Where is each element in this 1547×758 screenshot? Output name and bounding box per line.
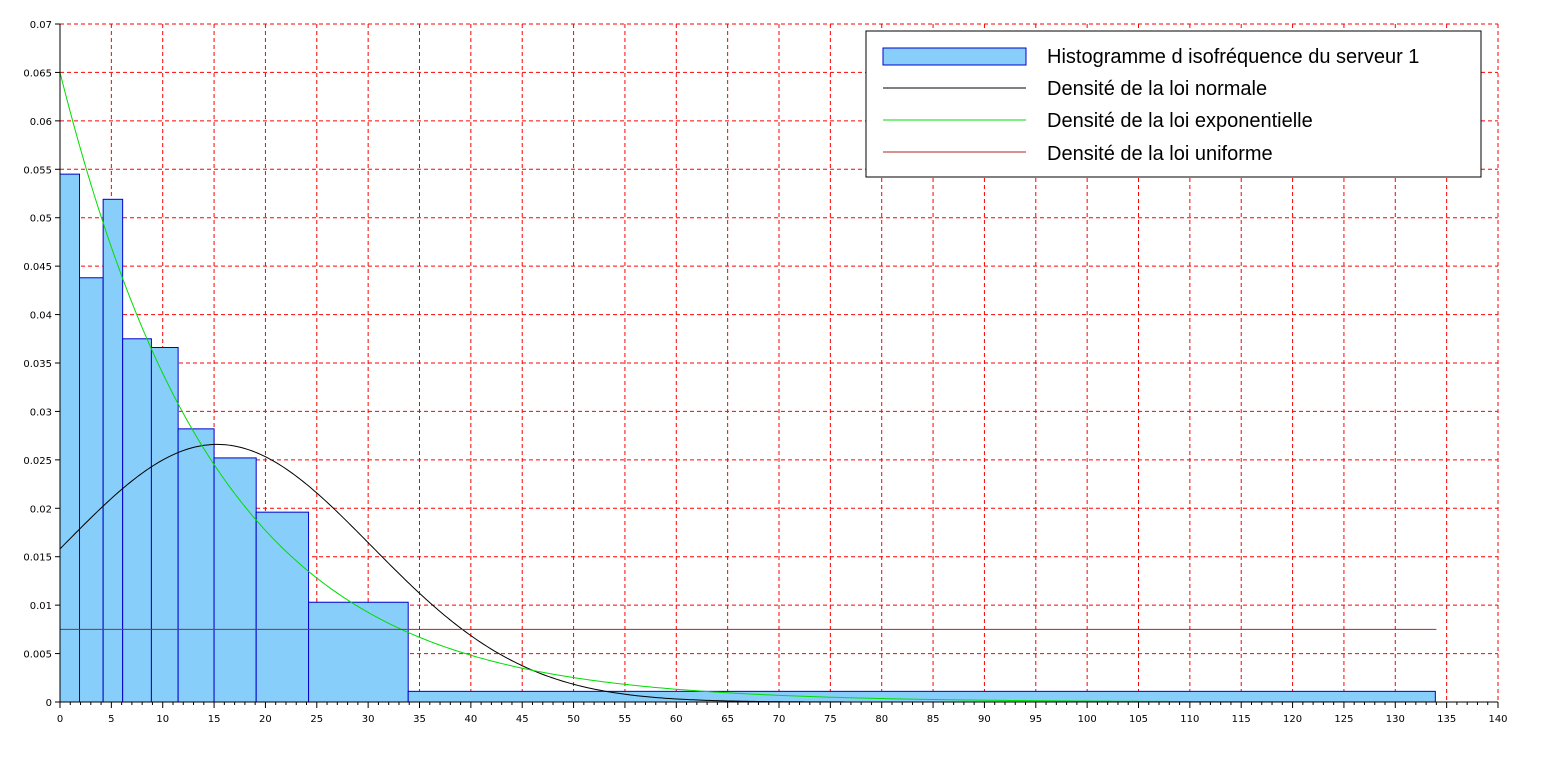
histogram-bar [150, 347, 179, 703]
x-tick-label: 20 [259, 714, 272, 725]
histogram-bar [59, 173, 81, 703]
x-tick-label: 125 [1334, 714, 1353, 725]
y-tick-label: 0.01 [30, 601, 52, 612]
x-tick-label: 15 [208, 714, 221, 725]
y-tick-label: 0.025 [23, 456, 52, 467]
y-tick-label: 0.02 [30, 504, 52, 515]
x-tick-label: 55 [619, 714, 632, 725]
x-tick-label: 45 [516, 714, 529, 725]
y-tick-label: 0.055 [23, 165, 52, 176]
x-tick-label: 30 [362, 714, 375, 725]
legend: Histogramme d isofréquence du serveur 1 … [865, 30, 1482, 178]
y-tick-label: 0.065 [23, 68, 52, 79]
x-tick-label: 90 [978, 714, 991, 725]
x-tick-label: 50 [567, 714, 580, 725]
legend-label-exponential: Densité de la loi exponentielle [1047, 110, 1313, 132]
histogram-bar [213, 457, 257, 703]
x-tick-label: 0 [57, 714, 63, 725]
y-tick-label: 0.07 [30, 20, 52, 31]
histogram-bar [255, 511, 310, 703]
x-tick-label: 65 [721, 714, 734, 725]
histogram-bars [59, 173, 1436, 703]
x-tick-label: 140 [1488, 714, 1507, 725]
x-tick-label: 135 [1437, 714, 1456, 725]
x-tick-label: 95 [1029, 714, 1042, 725]
y-tick-label: 0.005 [23, 650, 52, 661]
histogram-bar [79, 277, 104, 703]
x-tick-label: 75 [824, 714, 837, 725]
y-tick-label: 0.015 [23, 553, 52, 564]
x-tick-label: 100 [1078, 714, 1097, 725]
x-tick-label: 85 [927, 714, 940, 725]
y-tick-label: 0.05 [30, 214, 52, 225]
y-tick-label: 0.06 [30, 117, 52, 128]
histogram-bar [308, 601, 409, 703]
histogram-bar [102, 198, 124, 703]
legend-label-normal: Densité de la loi normale [1047, 78, 1267, 100]
x-tick-label: 110 [1180, 714, 1199, 725]
y-tick-label: 0 [46, 698, 52, 709]
histogram-bar [122, 338, 152, 703]
x-tick-label: 70 [773, 714, 786, 725]
x-tick-label: 10 [156, 714, 169, 725]
x-tick-label: 80 [875, 714, 888, 725]
x-tick-label: 60 [670, 714, 683, 725]
histogram-bar [407, 690, 1436, 703]
axes: 0 5 10 15 20 25 30 35 40 45 50 55 60 65 70 75 80 85 90 95 10… [23, 20, 1507, 725]
legend-swatch-histogram [882, 47, 1027, 66]
x-tick-label: 130 [1386, 714, 1405, 725]
x-tick-label: 115 [1232, 714, 1251, 725]
x-tick-label: 40 [464, 714, 477, 725]
x-tick-label: 105 [1129, 714, 1148, 725]
histogram-bar [177, 428, 215, 703]
y-tick-label: 0.045 [23, 262, 52, 273]
y-tick-label: 0.04 [30, 311, 52, 322]
y-tick-label: 0.035 [23, 359, 52, 370]
x-tick-label: 120 [1283, 714, 1302, 725]
x-tick-label: 5 [108, 714, 114, 725]
legend-label-histogram: Histogramme d isofréquence du serveur 1 [1047, 46, 1419, 68]
x-tick-label: 25 [310, 714, 323, 725]
legend-label-uniform: Densité de la loi uniforme [1047, 143, 1273, 165]
x-tick-label: 35 [413, 714, 426, 725]
y-tick-label: 0.03 [30, 407, 52, 418]
